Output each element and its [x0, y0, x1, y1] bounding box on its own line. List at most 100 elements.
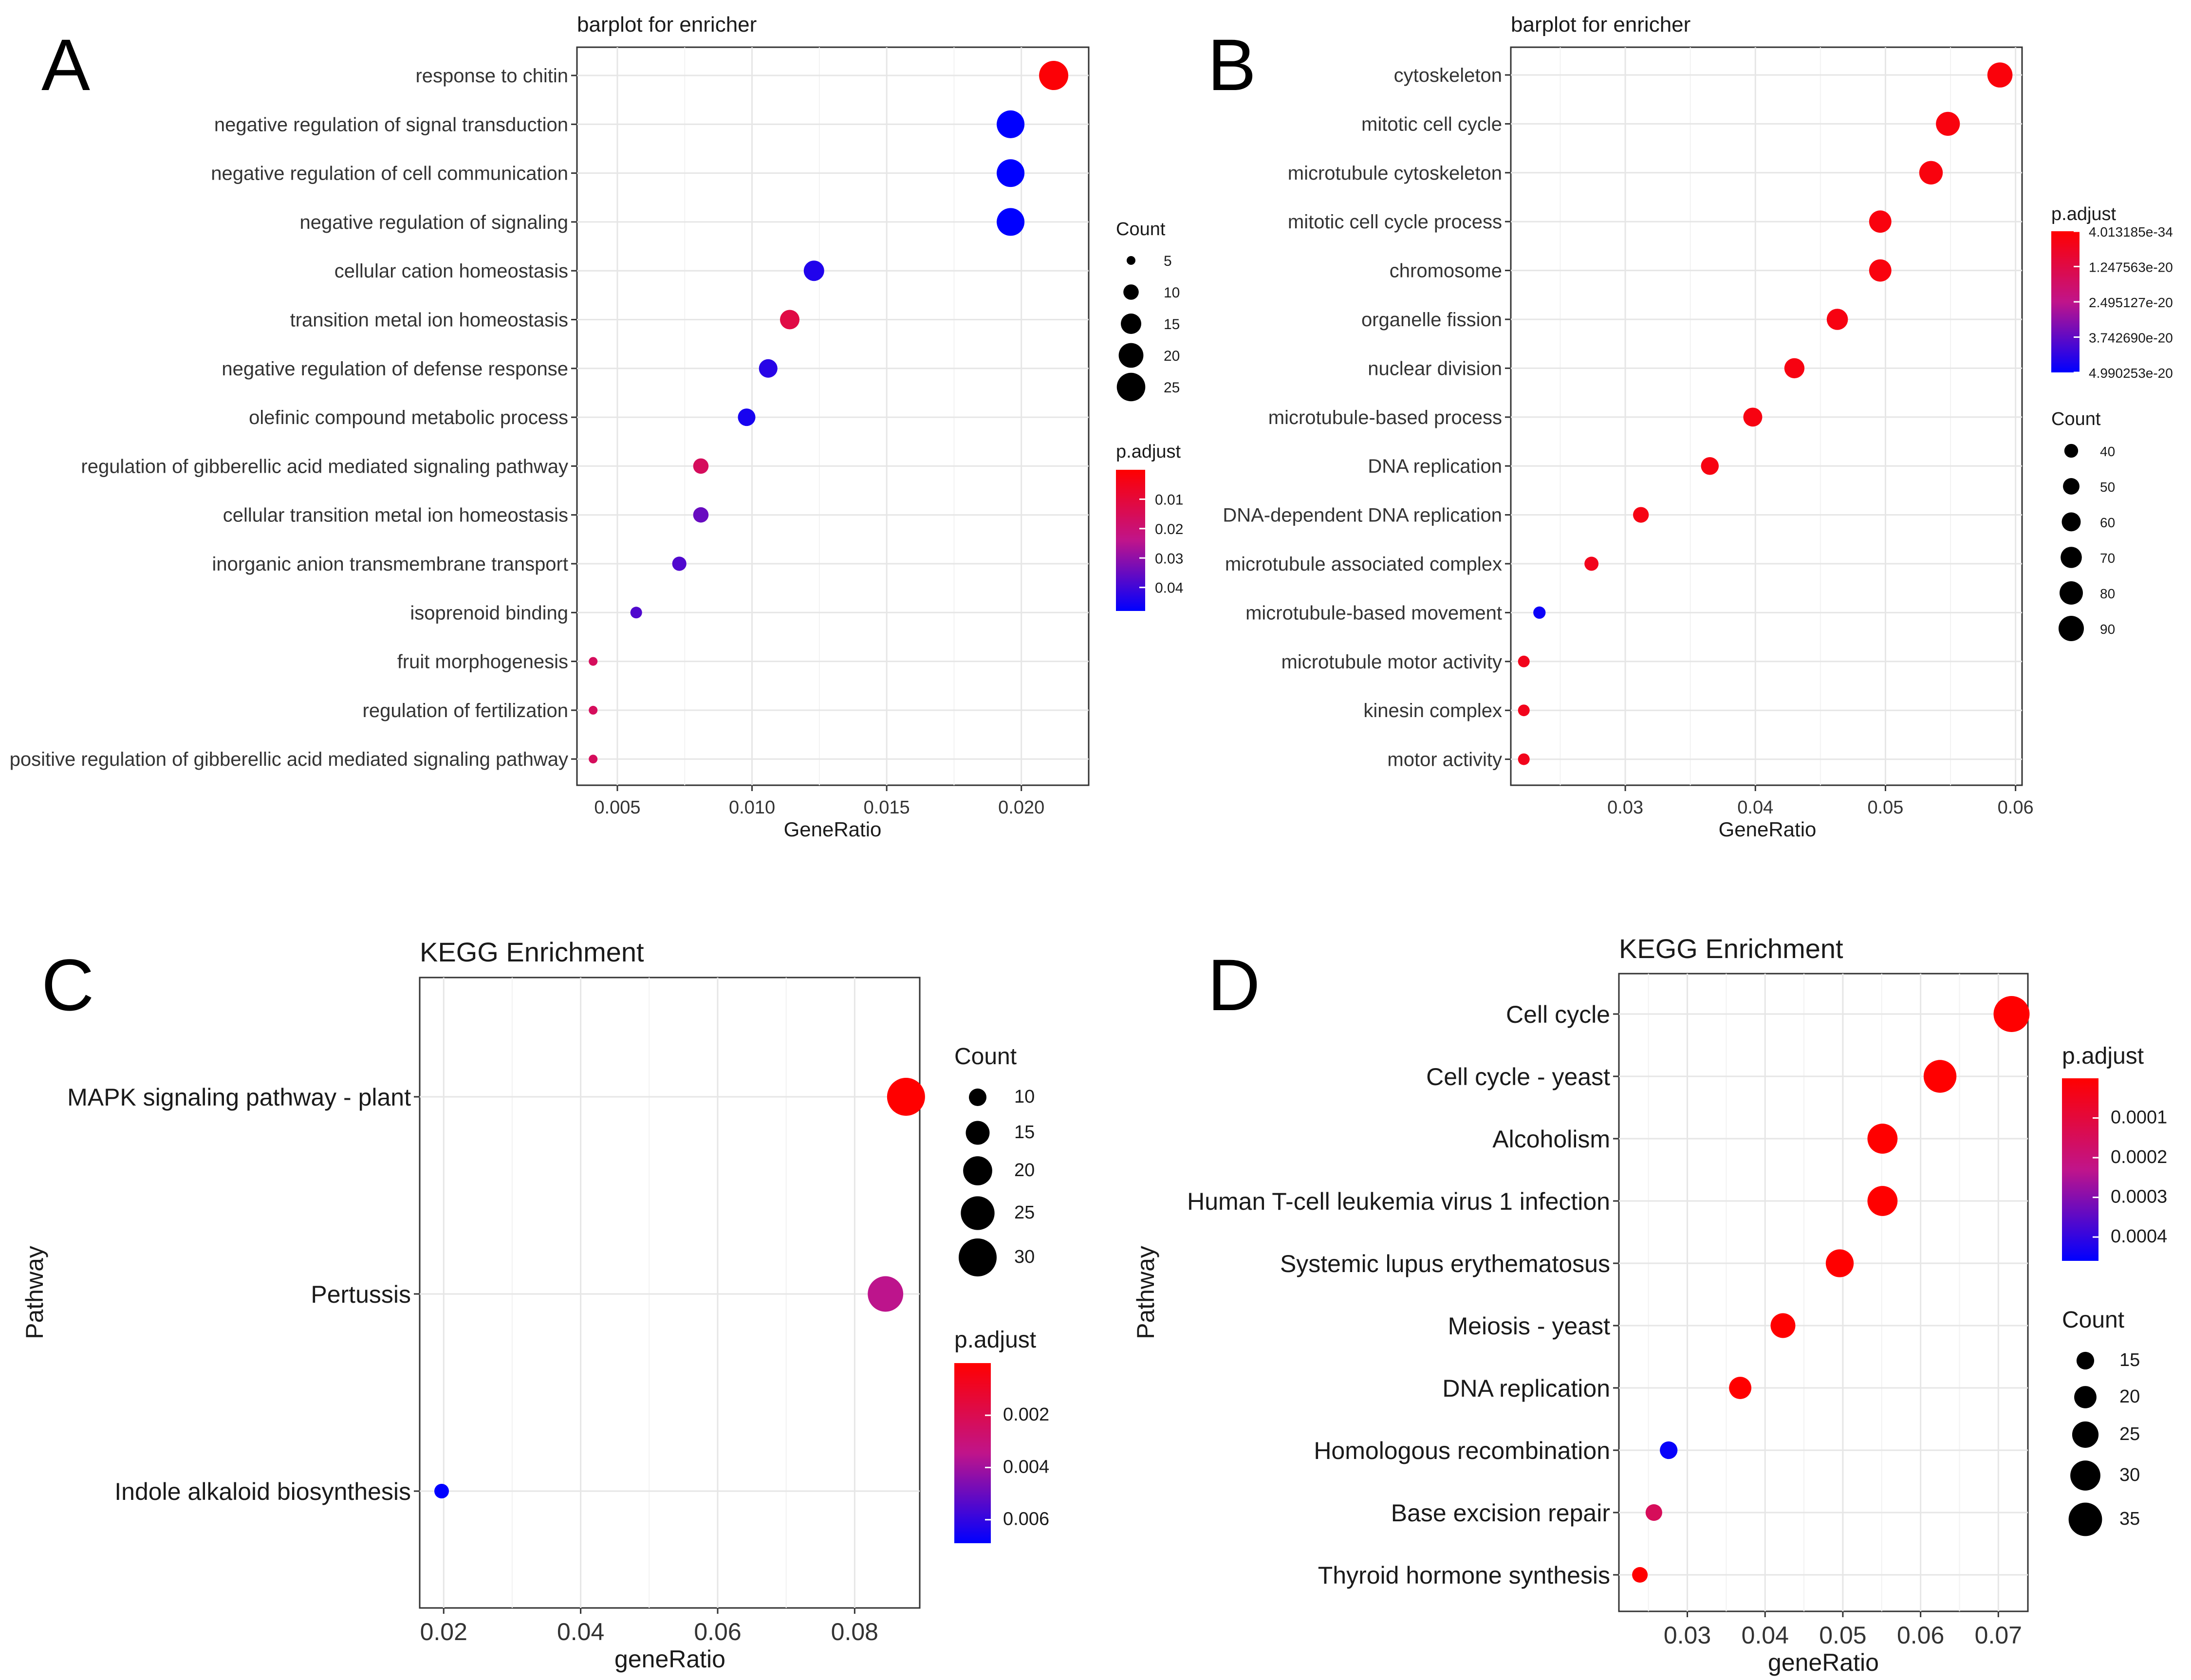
c-category-label: Pertussis [311, 1281, 411, 1308]
d-category-label: Systemic lupus erythematosus [1280, 1250, 1610, 1277]
c-size-legend-label: 30 [1014, 1247, 1035, 1267]
a-category-label: cellular cation homeostasis [334, 260, 568, 282]
panel-a-size-legend: 5 10 15 20 25 [1116, 253, 1180, 402]
b-x-tick-label: 0.03 [1607, 797, 1643, 818]
a-point [997, 159, 1025, 187]
a-point [672, 556, 687, 571]
a-category-label: response to chitin [415, 65, 568, 87]
b-point [1533, 606, 1546, 619]
c-x-tick-label: 0.06 [694, 1618, 741, 1645]
b-color-legend-label: 4.013185e-34 [2089, 224, 2173, 240]
a-color-legend-label: 0.04 [1155, 580, 1183, 596]
d-category-label: Alcoholism [1492, 1126, 1610, 1153]
panel-label-b: B [1207, 24, 1256, 106]
c-x-tick-label: 0.08 [831, 1618, 878, 1645]
panel-b-grid [1511, 47, 2022, 785]
a-color-legend-label: 0.03 [1155, 551, 1183, 567]
panel-b-x-axis-title: GeneRatio [1719, 818, 1817, 841]
panel-d-grid [1619, 974, 2028, 1611]
panel-c-categories: MAPK signaling pathway - plant Pertussis I… [67, 1084, 420, 1505]
panel-a-x-axis-title: GeneRatio [784, 818, 882, 841]
a-point [1039, 61, 1069, 90]
c-category-label: Indole alkaloid biosynthesis [114, 1478, 411, 1505]
b-category-label: chromosome [1390, 260, 1502, 282]
b-size-legend-label: 50 [2100, 480, 2115, 495]
panel-c-grid [420, 978, 920, 1608]
b-point [1518, 753, 1530, 765]
a-size-legend-dot [1120, 313, 1142, 334]
b-category-label: nuclear division [1368, 358, 1502, 379]
panel-c-color-legend-title: p.adjust [954, 1327, 1036, 1353]
d-category-label: Cell cycle - yeast [1426, 1063, 1610, 1090]
c-size-legend-dot [959, 1238, 997, 1276]
d-x-tick-label: 0.07 [1975, 1622, 2022, 1649]
c-size-legend-label: 25 [1014, 1202, 1035, 1223]
b-color-legend-label: 2.495127e-20 [2089, 295, 2173, 310]
panel-a: barplot for enricher 0.005 0.010 0.015 0.02… [10, 13, 1184, 841]
c-size-legend-dot [963, 1156, 992, 1185]
c-size-legend-dot [968, 1088, 987, 1107]
d-category-label: Meiosis - yeast [1448, 1312, 1611, 1340]
a-point [738, 408, 756, 426]
a-point [693, 507, 709, 523]
a-point [759, 359, 778, 378]
d-color-legend-label: 0.0002 [2111, 1147, 2167, 1167]
panel-a-grid [577, 47, 1089, 785]
a-point [997, 110, 1025, 138]
d-point [1729, 1377, 1752, 1399]
b-category-label: DNA-dependent DNA replication [1223, 505, 1502, 526]
b-size-legend-dot [2061, 512, 2081, 532]
panel-c-x-axis-title: geneRatio [614, 1645, 725, 1673]
b-point [1919, 161, 1943, 185]
a-category-label: negative regulation of cell communicatio… [211, 163, 568, 185]
a-category-label: negative regulation of signaling [299, 212, 568, 233]
panel-a-colorbar [1116, 470, 1145, 611]
a-category-label: olefinic compound metabolic process [249, 407, 568, 428]
panel-c-title: KEGG Enrichment [420, 937, 644, 967]
a-size-legend-label: 25 [1164, 380, 1180, 396]
d-point [1867, 1124, 1898, 1154]
b-size-legend-dot [2060, 581, 2083, 605]
b-point [1936, 111, 1960, 136]
b-size-legend-dot [2061, 547, 2082, 568]
a-category-label: negative regulation of defense response [222, 358, 568, 380]
c-color-legend-label: 0.006 [1003, 1509, 1049, 1530]
a-point [589, 755, 598, 764]
a-x-tick-label: 0.010 [729, 797, 775, 818]
a-size-legend-label: 15 [1164, 316, 1180, 332]
b-color-legend-label: 3.742690e-20 [2089, 331, 2173, 346]
b-point [1743, 407, 1763, 427]
panel-d-colorbar [2062, 1078, 2098, 1261]
d-x-tick-label: 0.04 [1742, 1622, 1789, 1649]
a-category-label: isoprenoid binding [410, 602, 568, 624]
panel-c: KEGG Enrichment 0.02 0.04 0.06 0.08 MAPK si… [21, 937, 1049, 1673]
d-color-legend-label: 0.0004 [2111, 1226, 2167, 1247]
d-category-label: Homologous recombination [1314, 1437, 1610, 1464]
panel-c-x-ticks: 0.02 0.04 0.06 0.08 [420, 1608, 878, 1645]
d-category-label: Base excision repair [1391, 1499, 1610, 1527]
panel-b-title: barplot for enricher [1511, 13, 1690, 37]
a-point [997, 208, 1025, 236]
d-size-legend-dot [2074, 1386, 2097, 1408]
c-size-legend-dot [961, 1196, 995, 1230]
b-point [1826, 309, 1848, 330]
d-size-legend-label: 35 [2119, 1509, 2140, 1529]
panel-b-x-ticks: 0.03 0.04 0.05 0.06 [1607, 785, 2034, 818]
b-category-label: microtubule associated complex [1225, 554, 1502, 575]
d-size-legend-label: 20 [2119, 1386, 2140, 1407]
a-size-legend-dot [1118, 343, 1144, 368]
panel-c-y-axis-title: Pathway [21, 1246, 48, 1339]
panel-b-plot-area [1510, 46, 2023, 786]
b-size-legend-label: 80 [2100, 586, 2115, 601]
d-x-tick-label: 0.05 [1819, 1622, 1866, 1649]
panel-a-color-legend: 0.01 0.02 0.03 0.04 [1139, 492, 1183, 596]
panel-a-x-ticks: 0.005 0.010 0.015 0.020 [594, 785, 1044, 818]
b-category-label: cytoskeleton [1394, 65, 1502, 86]
d-category-label: Cell cycle [1506, 1001, 1610, 1028]
panel-b-categories: cytoskeleton mitotic cell cycle microtubul… [1223, 65, 1511, 771]
panel-label-a: A [41, 24, 90, 106]
d-category-label: Human T-cell leukemia virus 1 infection [1187, 1188, 1610, 1215]
panel-c-size-legend-title: Count [954, 1044, 1017, 1070]
d-color-legend-label: 0.0003 [2111, 1187, 2167, 1207]
d-size-legend-label: 15 [2119, 1350, 2140, 1370]
